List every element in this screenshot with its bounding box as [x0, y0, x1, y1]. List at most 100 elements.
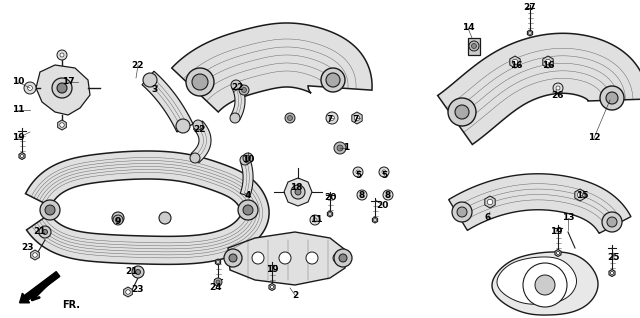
PathPatch shape [36, 65, 90, 115]
Circle shape [333, 253, 343, 263]
Circle shape [383, 190, 393, 200]
Circle shape [28, 86, 33, 90]
Circle shape [33, 253, 37, 257]
Circle shape [252, 252, 264, 264]
Polygon shape [485, 196, 495, 208]
Circle shape [176, 119, 190, 133]
Text: 5: 5 [381, 170, 387, 179]
Circle shape [285, 113, 295, 123]
Polygon shape [527, 30, 532, 36]
Circle shape [287, 115, 292, 121]
Circle shape [229, 254, 237, 262]
Circle shape [24, 82, 36, 94]
PathPatch shape [284, 178, 312, 206]
Circle shape [545, 59, 550, 65]
Text: 16: 16 [541, 60, 554, 70]
Text: 2: 2 [292, 291, 298, 300]
Polygon shape [352, 112, 362, 124]
Circle shape [556, 252, 559, 255]
Text: 19: 19 [12, 134, 24, 142]
Circle shape [386, 193, 390, 197]
Circle shape [52, 78, 72, 98]
Polygon shape [555, 250, 561, 257]
Circle shape [60, 53, 64, 57]
Polygon shape [269, 284, 275, 291]
Text: 16: 16 [509, 60, 522, 70]
Circle shape [379, 167, 389, 177]
Circle shape [216, 280, 220, 284]
Text: 14: 14 [461, 24, 474, 32]
Circle shape [192, 74, 208, 90]
Polygon shape [240, 158, 253, 197]
Circle shape [40, 200, 60, 220]
Circle shape [448, 98, 476, 126]
Text: 5: 5 [355, 170, 361, 179]
Circle shape [217, 261, 220, 263]
Text: 4: 4 [245, 190, 251, 199]
Circle shape [313, 218, 317, 222]
Text: 22: 22 [194, 126, 206, 135]
Circle shape [357, 190, 367, 200]
Polygon shape [449, 174, 631, 233]
Circle shape [607, 217, 617, 227]
Circle shape [271, 286, 273, 288]
Circle shape [42, 230, 47, 234]
Circle shape [512, 59, 518, 65]
Circle shape [326, 112, 338, 124]
Circle shape [125, 290, 131, 294]
Polygon shape [31, 250, 39, 260]
Polygon shape [438, 33, 640, 144]
Circle shape [57, 83, 67, 93]
Circle shape [353, 167, 363, 177]
Circle shape [132, 266, 144, 278]
Polygon shape [58, 120, 67, 130]
Polygon shape [575, 189, 585, 201]
Circle shape [611, 272, 614, 274]
Text: 22: 22 [232, 84, 244, 93]
Circle shape [374, 219, 376, 221]
Polygon shape [124, 287, 132, 297]
Circle shape [246, 156, 250, 161]
Circle shape [159, 212, 171, 224]
Polygon shape [543, 56, 553, 68]
Text: 11: 11 [12, 106, 24, 114]
Text: 7: 7 [327, 115, 333, 125]
Text: 18: 18 [290, 183, 302, 192]
Circle shape [535, 275, 555, 295]
Circle shape [382, 170, 386, 174]
Text: 23: 23 [132, 286, 144, 294]
Polygon shape [191, 121, 211, 162]
Circle shape [472, 44, 477, 49]
Circle shape [457, 207, 467, 217]
Circle shape [20, 155, 24, 158]
Polygon shape [492, 252, 598, 315]
Circle shape [112, 212, 124, 224]
Circle shape [487, 199, 493, 205]
Circle shape [577, 192, 582, 198]
Circle shape [329, 213, 332, 215]
Circle shape [295, 189, 301, 195]
Polygon shape [172, 23, 372, 112]
Text: 21: 21 [125, 267, 138, 276]
Circle shape [240, 155, 250, 165]
Circle shape [57, 50, 67, 60]
Polygon shape [497, 257, 577, 304]
Polygon shape [328, 211, 333, 217]
Circle shape [115, 218, 120, 223]
PathPatch shape [228, 232, 348, 285]
Circle shape [306, 252, 318, 264]
Circle shape [355, 115, 360, 121]
Text: 23: 23 [22, 244, 35, 252]
Circle shape [360, 193, 364, 197]
Circle shape [291, 185, 305, 199]
Polygon shape [510, 56, 520, 68]
Circle shape [334, 249, 352, 267]
Text: 21: 21 [34, 227, 46, 237]
Polygon shape [19, 153, 25, 160]
Text: 9: 9 [115, 218, 121, 226]
Text: 11: 11 [310, 216, 323, 225]
Text: 19: 19 [550, 227, 563, 237]
Text: 6: 6 [485, 213, 491, 223]
Text: 15: 15 [576, 190, 588, 199]
Circle shape [113, 215, 123, 225]
